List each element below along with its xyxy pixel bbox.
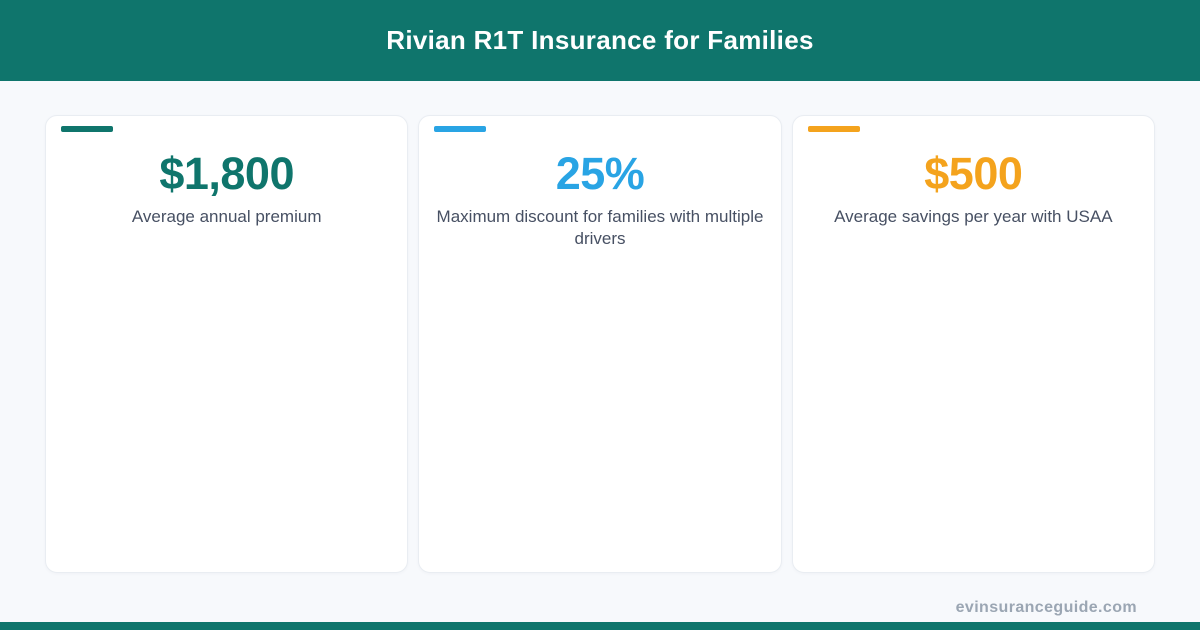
accent-bar	[807, 126, 860, 132]
stat-label: Maximum discount for families with multi…	[436, 207, 764, 248]
accent-bar	[61, 126, 113, 132]
stat-card-savings: $500 Average savings per year with USAA	[791, 115, 1155, 573]
stat-value: $1,800	[159, 148, 294, 199]
bottom-accent-bar	[0, 622, 1200, 630]
stat-card-discount: 25% Maximum discount for families with m…	[418, 115, 782, 573]
stat-label: Average savings per year with USAA	[834, 207, 1113, 226]
stat-card-premium: $1,800 Average annual premium	[45, 115, 409, 573]
stat-label: Average annual premium	[131, 207, 322, 226]
watermark-url: evinsuranceguide.com	[955, 599, 1137, 616]
stat-value: $500	[924, 148, 1023, 199]
page-title: Rivian R1T Insurance for Families	[386, 25, 814, 55]
header-banner: Rivian R1T Insurance for Families	[0, 0, 1200, 81]
stat-cards-row: $1,800 Average annual premium 25% Maximu…	[0, 115, 1200, 573]
stat-value: 25%	[555, 148, 645, 199]
accent-bar	[434, 126, 487, 132]
